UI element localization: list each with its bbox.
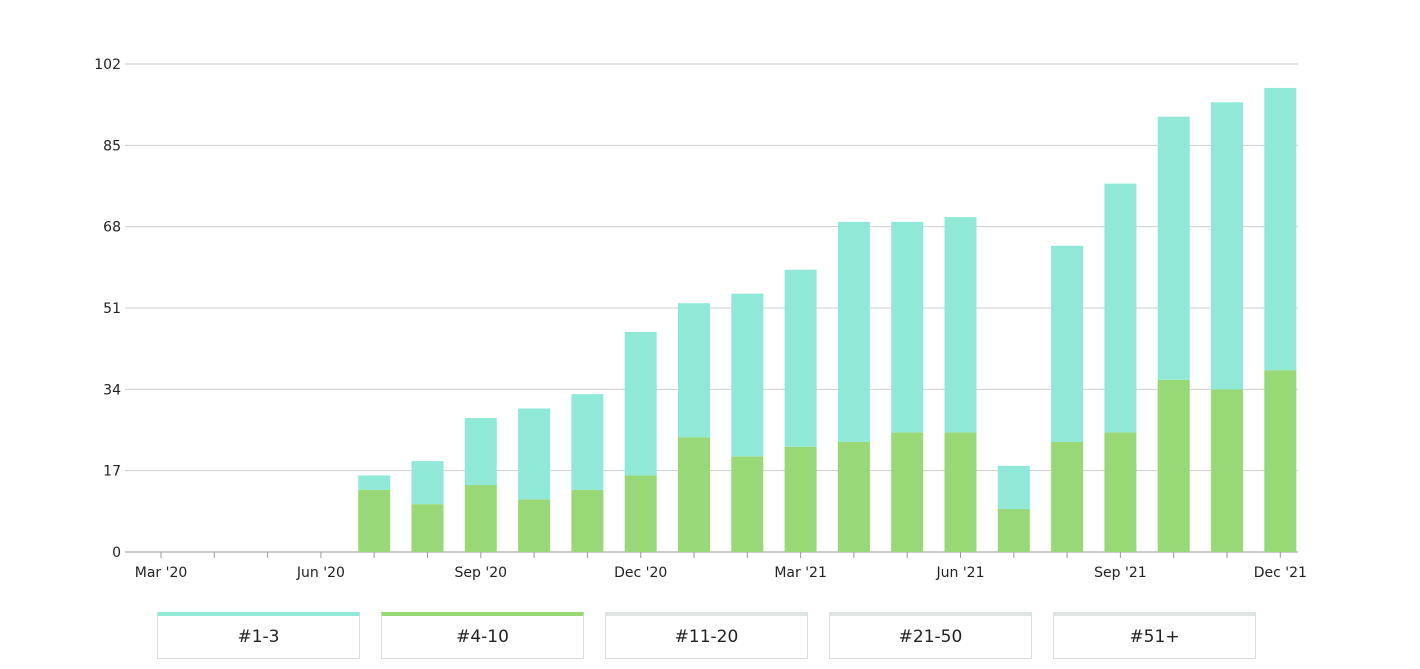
bar-segment[interactable] [1104,432,1137,552]
bar-segment[interactable] [944,432,977,552]
bar-segment[interactable] [731,456,764,552]
bar-segment[interactable] [944,217,977,433]
bars [358,87,1297,552]
y-tick-label: 34 [103,382,121,398]
x-tick-label: Mar '20 [135,565,188,581]
bar-segment[interactable] [891,221,924,433]
bar-segment[interactable] [1211,389,1243,552]
legend-item-21-50[interactable]: #21-50 [829,612,1032,659]
bar-segment[interactable] [1051,441,1084,552]
bar-segment[interactable] [571,489,604,552]
bar-segment[interactable] [1104,183,1137,433]
bar-segment[interactable] [784,446,817,552]
bar-segment[interactable] [678,437,710,552]
x-tick-label: Mar '21 [774,565,827,581]
bar-segment[interactable] [731,293,764,457]
bar-segment[interactable] [1264,87,1297,371]
bar-segment[interactable] [358,489,391,552]
bar-segment[interactable] [464,485,497,552]
legend-item-51-plus[interactable]: #51+ [1053,612,1256,659]
legend-label: #11-20 [674,627,739,647]
bar-segment[interactable] [997,465,1030,509]
bar-segment[interactable] [1211,102,1243,390]
y-tick-label: 102 [94,57,121,73]
y-tick-label: 51 [103,301,121,317]
bar-segment[interactable] [784,269,817,447]
legend-label: #1-3 [237,627,280,647]
legend-item-4-10[interactable]: #4-10 [381,612,584,659]
y-tick-label: 0 [112,545,121,561]
bar-segment[interactable] [1157,116,1190,380]
bar-segment[interactable] [1264,370,1297,552]
y-axis: 0 17 34 51 68 85 102 [94,57,121,561]
bar-segment[interactable] [518,499,551,552]
bar-segment[interactable] [411,461,444,505]
bar-segment[interactable] [1051,245,1084,442]
y-tick-label: 85 [103,138,121,154]
bar-segment[interactable] [518,408,551,500]
bar-segment[interactable] [837,441,870,552]
legend-item-1-3[interactable]: #1-3 [157,612,360,659]
bar-segment[interactable] [837,221,870,442]
bar-segment[interactable] [891,432,924,552]
legend: #1-3 #4-10 #11-20 #21-50 #51+ [157,612,1256,659]
bar-segment[interactable] [997,508,1030,552]
x-tick-label: Sep '20 [455,565,508,581]
bar-segment[interactable] [571,394,604,490]
bar-segment[interactable] [411,504,444,552]
bar-segment[interactable] [678,303,710,438]
stacked-bar-chart: Mar '20 Jun '20 Sep '20 Dec '20 Mar '21 Jun '… [94,57,1307,581]
bar-segment[interactable] [1157,379,1190,552]
bar-segment[interactable] [624,331,657,476]
y-tick-label: 68 [103,220,121,236]
x-axis: Mar '20 Jun '20 Sep '20 Dec '20 Mar '21 Jun '… [135,552,1307,581]
x-tick-label: Jun '20 [296,565,345,581]
x-tick-label: Jun '21 [936,565,985,581]
gridlines [125,63,1298,553]
legend-label: #51+ [1129,627,1180,647]
x-tick-label: Sep '21 [1094,565,1147,581]
y-tick-label: 17 [103,464,121,480]
bar-segment[interactable] [358,475,391,490]
legend-item-11-20[interactable]: #11-20 [605,612,808,659]
x-tick-label: Dec '20 [614,565,667,581]
x-tick-label: Dec '21 [1254,565,1307,581]
bar-segment[interactable] [624,475,657,552]
bar-segment[interactable] [464,418,497,486]
legend-label: #21-50 [898,627,963,647]
legend-label: #4-10 [456,627,509,647]
